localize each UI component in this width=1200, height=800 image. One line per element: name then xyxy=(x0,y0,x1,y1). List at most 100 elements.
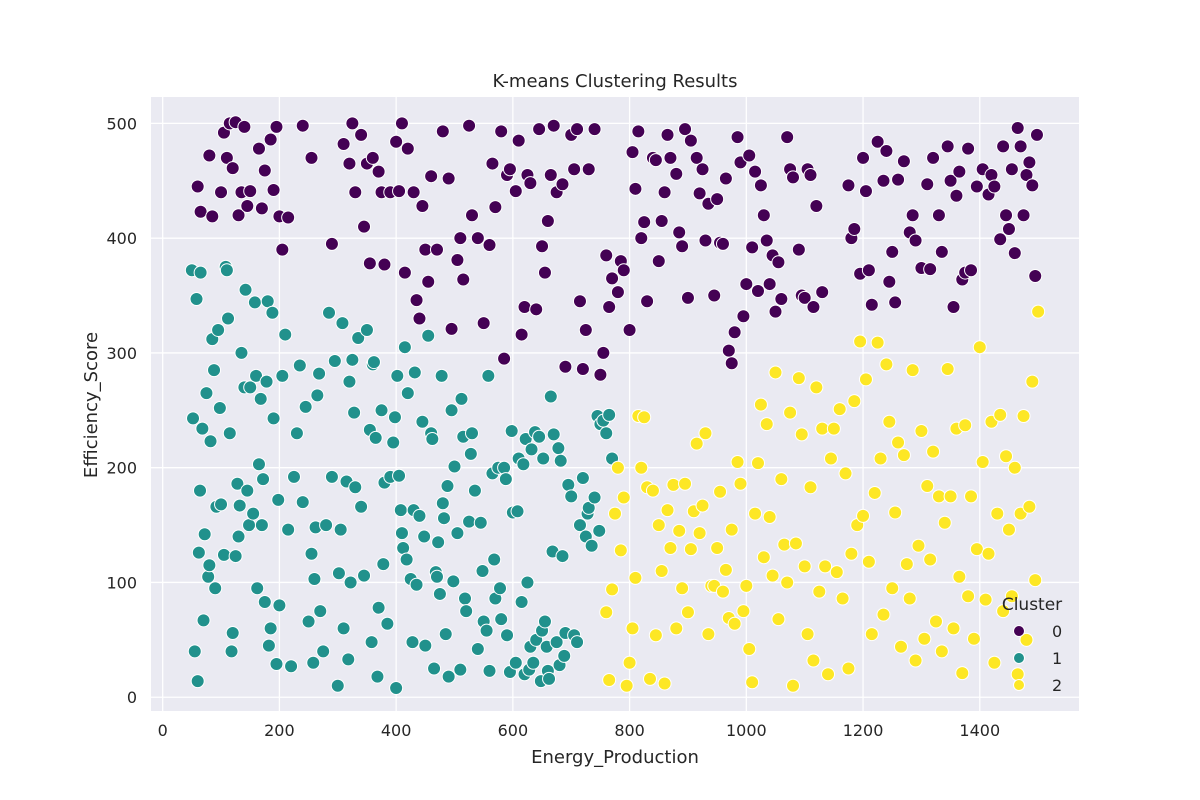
data-point xyxy=(622,655,637,670)
data-point xyxy=(622,322,637,337)
data-point xyxy=(186,411,201,426)
data-point xyxy=(669,166,684,181)
data-point xyxy=(625,145,640,160)
data-point xyxy=(692,526,707,541)
data-point xyxy=(517,300,532,315)
data-point xyxy=(508,184,523,199)
data-point xyxy=(221,311,236,326)
data-point xyxy=(605,582,620,597)
data-point xyxy=(736,309,751,324)
data-point xyxy=(421,328,436,343)
data-point xyxy=(458,591,473,606)
data-point xyxy=(333,522,348,537)
data-point xyxy=(786,170,801,185)
data-point xyxy=(602,300,617,315)
data-point xyxy=(1004,162,1019,177)
data-point xyxy=(524,442,539,457)
data-point xyxy=(234,345,249,360)
data-point xyxy=(394,116,409,131)
data-point xyxy=(657,676,672,691)
data-point xyxy=(250,581,265,596)
data-point xyxy=(856,150,871,165)
data-point xyxy=(873,451,888,466)
data-point xyxy=(387,410,402,425)
data-point xyxy=(823,451,838,466)
data-point xyxy=(376,557,391,572)
data-point xyxy=(567,162,582,177)
data-point xyxy=(389,134,404,149)
chart-title: K-means Clustering Results xyxy=(493,71,738,92)
data-point xyxy=(920,479,935,494)
data-point xyxy=(392,184,407,199)
data-point xyxy=(923,552,938,567)
data-point xyxy=(905,363,920,378)
data-point xyxy=(794,427,809,442)
data-point xyxy=(946,621,961,636)
data-point xyxy=(202,148,217,163)
data-point xyxy=(791,371,806,386)
data-point xyxy=(243,184,258,199)
data-point xyxy=(835,591,850,606)
data-point xyxy=(440,479,455,494)
data-point xyxy=(263,132,278,147)
data-point xyxy=(371,164,386,179)
data-point xyxy=(540,213,555,228)
data-point xyxy=(465,208,480,223)
data-point xyxy=(1001,522,1016,537)
data-point xyxy=(543,168,558,183)
data-point xyxy=(543,389,558,404)
data-point xyxy=(572,294,587,309)
data-point xyxy=(572,518,587,533)
data-point xyxy=(765,568,780,583)
data-point xyxy=(256,472,271,487)
data-point xyxy=(858,372,873,387)
data-point xyxy=(730,454,745,469)
data-point xyxy=(762,277,777,292)
data-point xyxy=(1028,573,1043,588)
data-point xyxy=(733,476,748,491)
data-point xyxy=(923,262,938,277)
data-point xyxy=(879,357,894,372)
data-point xyxy=(893,639,908,654)
series-cluster-0 xyxy=(190,115,1044,382)
data-point xyxy=(393,503,408,518)
data-point xyxy=(724,522,739,537)
data-point xyxy=(829,565,844,580)
data-point xyxy=(265,305,280,320)
data-point xyxy=(551,441,566,456)
data-point xyxy=(832,402,847,417)
data-point xyxy=(462,118,477,133)
data-point xyxy=(774,472,789,487)
data-point xyxy=(558,359,573,374)
data-point xyxy=(844,546,859,561)
data-point xyxy=(870,134,885,149)
data-point xyxy=(631,124,646,139)
data-point xyxy=(981,546,996,561)
data-point xyxy=(914,423,929,438)
legend-marker xyxy=(1013,625,1025,637)
data-point xyxy=(412,311,427,326)
data-point xyxy=(853,334,868,349)
data-point xyxy=(654,563,669,578)
data-point xyxy=(975,454,990,469)
data-point xyxy=(634,460,649,475)
data-point xyxy=(713,484,728,499)
data-point xyxy=(228,549,243,564)
data-point xyxy=(689,436,704,451)
data-point xyxy=(780,130,795,145)
data-point xyxy=(542,671,557,686)
data-point xyxy=(616,263,631,278)
data-point xyxy=(672,225,687,240)
data-point xyxy=(196,613,211,628)
data-point xyxy=(510,504,525,519)
data-point xyxy=(409,293,424,308)
data-point xyxy=(689,150,704,165)
data-point xyxy=(806,300,821,315)
data-point xyxy=(502,162,517,177)
data-point xyxy=(800,627,815,642)
data-point xyxy=(786,678,801,693)
data-point xyxy=(190,179,205,194)
data-point xyxy=(739,277,754,292)
data-point xyxy=(882,414,897,429)
data-point xyxy=(330,678,345,693)
